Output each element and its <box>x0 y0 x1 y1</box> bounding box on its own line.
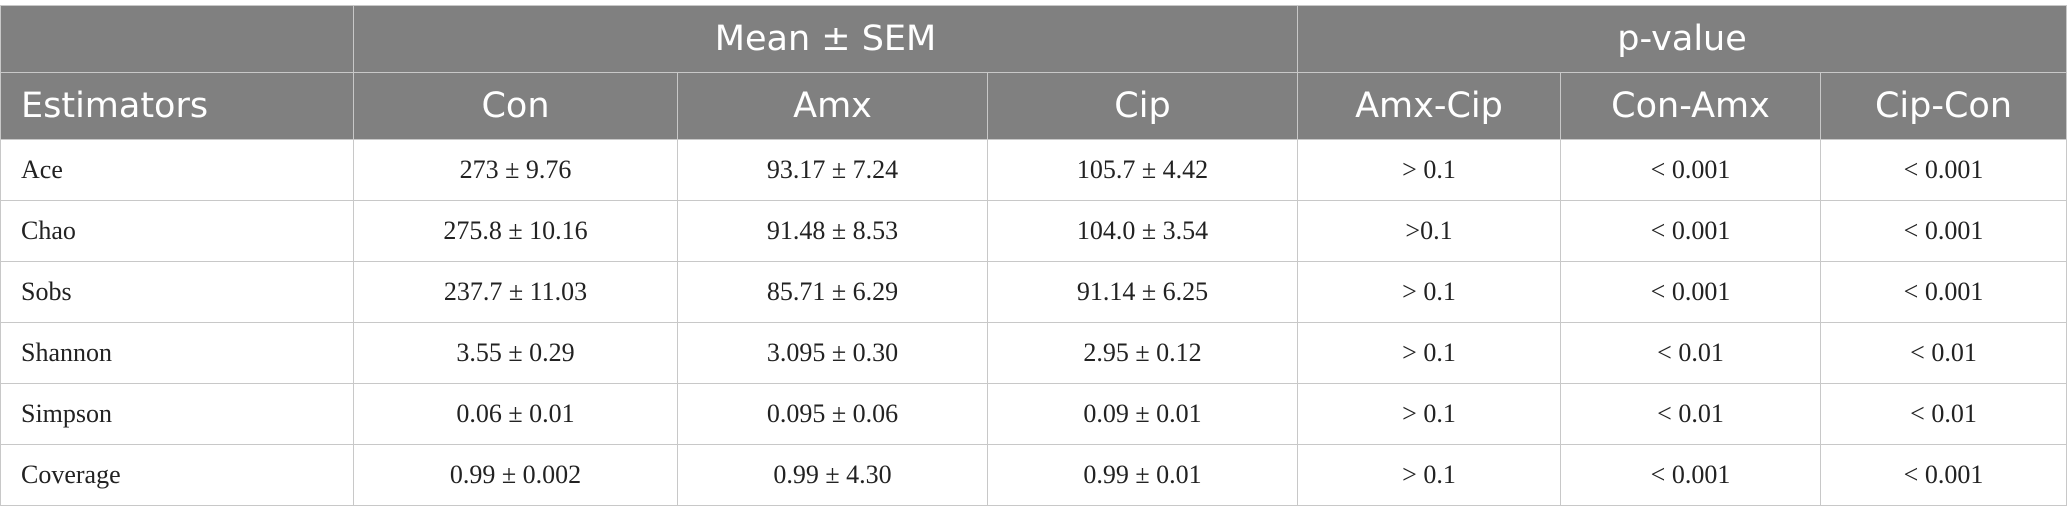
table-body: Ace 273 ± 9.76 93.17 ± 7.24 105.7 ± 4.42 > 0… <box>0 139 2068 506</box>
header-group: p-value <box>1296 5 2068 73</box>
header-empty <box>0 5 354 73</box>
cell: > 0.1 <box>1297 139 1561 201</box>
table-row: Shannon 3.55 ± 0.29 3.095 ± 0.30 2.95 ± 0.1… <box>0 322 2068 384</box>
cell: < 0.01 <box>1560 322 1821 384</box>
cell: > 0.1 <box>1297 383 1561 445</box>
cell: >0.1 <box>1297 200 1561 262</box>
cell: 0.095 ± 0.06 <box>677 383 988 445</box>
row-label: Coverage <box>0 444 354 506</box>
cell: 3.55 ± 0.29 <box>353 322 678 384</box>
cell: 273 ± 9.76 <box>353 139 678 201</box>
cell: < 0.001 <box>1819 261 2068 323</box>
cell: 93.17 ± 7.24 <box>677 139 988 201</box>
column-header-row: Estimators Con Amx Cip Amx-Cip Con-Amx Cip-Con <box>0 72 2068 140</box>
table-row: Ace 273 ± 9.76 93.17 ± 7.24 105.7 ± 4.42 > 0… <box>0 139 2068 201</box>
cell: < 0.001 <box>1560 444 1821 506</box>
header-group: Mean ± SEM <box>353 5 1298 73</box>
cell: 91.14 ± 6.25 <box>987 261 1298 323</box>
row-label: Chao <box>0 200 354 262</box>
table-row: Simpson 0.06 ± 0.01 0.095 ± 0.06 0.09 ± 0.0… <box>0 383 2068 445</box>
row-label: Ace <box>0 139 354 201</box>
cell: < 0.01 <box>1560 383 1821 445</box>
column-header: Con <box>353 72 678 140</box>
cell: > 0.1 <box>1297 322 1561 384</box>
cell: < 0.01 <box>1819 383 2068 445</box>
cell: < 0.01 <box>1819 322 2068 384</box>
cell: < 0.001 <box>1819 444 2068 506</box>
table-row: Chao 275.8 ± 10.16 91.48 ± 8.53 104.0 ± 3.5… <box>0 200 2068 262</box>
data-table: Mean ± SEM p-value Estimators Con Amx Cip Am… <box>0 5 2068 506</box>
header-group-row: Mean ± SEM p-value <box>0 5 2068 73</box>
cell: < 0.001 <box>1560 139 1821 201</box>
row-label: Sobs <box>0 261 354 323</box>
row-label: Simpson <box>0 383 354 445</box>
cell: 104.0 ± 3.54 <box>987 200 1298 262</box>
cell: < 0.001 <box>1560 200 1821 262</box>
column-header: Con-Amx <box>1560 72 1821 140</box>
cell: > 0.1 <box>1297 261 1561 323</box>
row-label: Shannon <box>0 322 354 384</box>
cell: < 0.001 <box>1819 139 2068 201</box>
cell: 237.7 ± 11.03 <box>353 261 678 323</box>
column-header: Cip-Con <box>1819 72 2068 140</box>
cell: > 0.1 <box>1297 444 1561 506</box>
cell: 0.09 ± 0.01 <box>987 383 1298 445</box>
table-row: Sobs 237.7 ± 11.03 85.71 ± 6.29 91.14 ± 6.2… <box>0 261 2068 323</box>
cell: 91.48 ± 8.53 <box>677 200 988 262</box>
cell: 85.71 ± 6.29 <box>677 261 988 323</box>
cell: 0.99 ± 0.01 <box>987 444 1298 506</box>
column-header: Estimators <box>0 72 354 140</box>
cell: 275.8 ± 10.16 <box>353 200 678 262</box>
cell: 105.7 ± 4.42 <box>987 139 1298 201</box>
cell: 0.99 ± 0.002 <box>353 444 678 506</box>
cell: 2.95 ± 0.12 <box>987 322 1298 384</box>
column-header: Amx-Cip <box>1297 72 1561 140</box>
table-row: Coverage 0.99 ± 0.002 0.99 ± 4.30 0.99 ± 0.… <box>0 444 2068 506</box>
cell: 3.095 ± 0.30 <box>677 322 988 384</box>
cell: 0.06 ± 0.01 <box>353 383 678 445</box>
cell: < 0.001 <box>1560 261 1821 323</box>
cell: < 0.001 <box>1819 200 2068 262</box>
cell: 0.99 ± 4.30 <box>677 444 988 506</box>
column-header: Amx <box>677 72 988 140</box>
column-header: Cip <box>987 72 1298 140</box>
